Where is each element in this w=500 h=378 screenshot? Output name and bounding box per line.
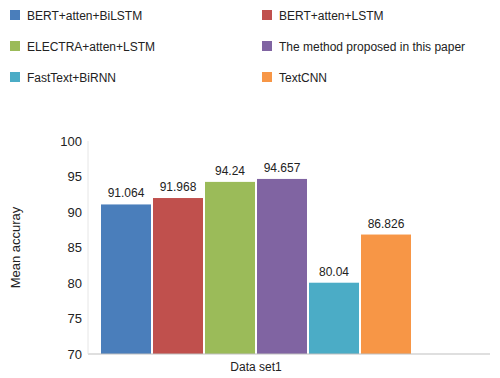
legend-swatch (10, 72, 20, 82)
y-axis (88, 141, 89, 354)
legend-swatch (10, 41, 20, 51)
legend-label: TextCNN (279, 71, 327, 85)
bar (361, 235, 411, 354)
x-axis (88, 354, 490, 355)
data-label: 80.04 (319, 265, 349, 279)
legend-swatch (262, 10, 272, 20)
y-tick-label: 95 (68, 169, 82, 184)
bars (101, 179, 411, 354)
data-labels: 91.064 91.968 94.24 94.657 80.04 86.826 (108, 161, 405, 279)
x-tick-label: Data set1 (230, 360, 282, 374)
legend-label: ELECTRA+atten+LSTM (27, 40, 155, 54)
legend-swatch (10, 10, 20, 20)
data-label: 94.657 (264, 161, 301, 175)
legend-swatch (262, 72, 272, 82)
y-tick-label: 85 (68, 240, 82, 255)
legend-label: FastText+BiRNN (27, 71, 116, 85)
data-label: 91.968 (160, 180, 197, 194)
legend-label: The method proposed in this paper (279, 40, 465, 54)
bar (153, 198, 203, 354)
y-axis-label: Mean accuray (8, 206, 23, 288)
bar (309, 283, 359, 354)
data-label: 91.064 (108, 186, 145, 200)
bar (257, 179, 307, 354)
data-label: 94.24 (215, 164, 245, 178)
y-tick-label: 75 (68, 311, 82, 326)
y-tick-label: 90 (68, 205, 82, 220)
data-label: 86.826 (368, 217, 405, 231)
legend-swatch (262, 41, 272, 51)
y-tick-label: 80 (68, 276, 82, 291)
chart: BERT+atten+BiLSTM BERT+atten+LSTM ELECTRA+… (0, 0, 500, 378)
bar (205, 182, 255, 354)
legend-label: BERT+atten+BiLSTM (27, 9, 142, 23)
legend: BERT+atten+BiLSTM BERT+atten+LSTM ELECTRA+… (10, 9, 465, 85)
y-tick-label: 100 (60, 134, 82, 149)
bar (101, 204, 151, 354)
legend-label: BERT+atten+LSTM (279, 9, 384, 23)
y-tick-label: 70 (68, 347, 82, 362)
